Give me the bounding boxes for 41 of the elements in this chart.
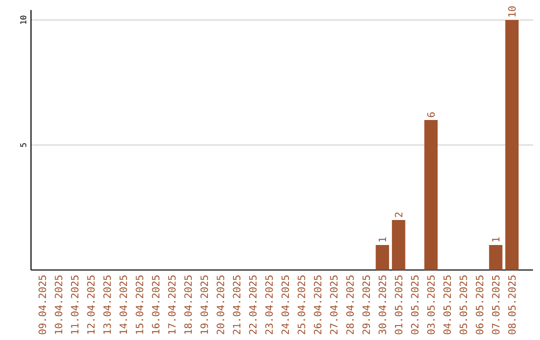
x-tick-label: 02.05.2025 xyxy=(411,276,419,334)
x-tick-label: 20.04.2025 xyxy=(216,276,224,334)
x-tick-label: 29.04.2025 xyxy=(362,276,370,334)
x-tick-label: 19.04.2025 xyxy=(200,276,208,334)
x-tick-label: 28.04.2025 xyxy=(346,276,354,334)
x-tick-label: 08.05.2025 xyxy=(508,276,516,334)
bar xyxy=(505,20,519,270)
x-tick-label: 24.04.2025 xyxy=(281,276,290,334)
x-tick-label: 04.05.2025 xyxy=(443,276,451,334)
data-label: 1 xyxy=(378,237,386,242)
data-label: 6 xyxy=(427,112,435,118)
data-label: 2 xyxy=(394,212,402,218)
x-tick-label: 30.04.2025 xyxy=(378,276,386,334)
bar xyxy=(424,120,438,270)
x-tick-label: 21.04.2025 xyxy=(232,276,240,334)
bar xyxy=(489,245,502,270)
x-tick-label: 26.04.2025 xyxy=(314,276,322,334)
x-tick-label: 15.04.2025 xyxy=(136,276,144,334)
y-tick-label: 5 xyxy=(20,143,26,147)
x-tick-label: 16.04.2025 xyxy=(152,276,160,334)
x-tick-label: 27.04.2025 xyxy=(330,276,338,334)
x-tick-label: 01.05.2025 xyxy=(394,276,402,334)
x-tick-label: 14.04.2025 xyxy=(120,276,128,334)
x-tick-label: 17.04.2025 xyxy=(168,276,176,334)
x-tick-label: 07.05.2025 xyxy=(492,276,500,334)
x-tick-label: 10.04.2025 xyxy=(54,276,62,334)
x-tick-label: 12.04.2025 xyxy=(87,276,95,334)
data-label: 1 xyxy=(492,237,500,242)
x-tick-label: 09.04.2025 xyxy=(38,276,46,334)
x-tick-label: 05.05.2025 xyxy=(460,276,468,334)
x-tick-label: 06.05.2025 xyxy=(476,276,484,334)
x-tick-label: 11.04.2025 xyxy=(70,276,79,334)
data-label: 10 xyxy=(508,6,516,17)
x-tick-label: 22.04.2025 xyxy=(249,276,257,334)
x-tick-label: 25.04.2025 xyxy=(298,276,306,334)
bar xyxy=(376,245,390,270)
x-tick-label: 13.04.2025 xyxy=(103,276,111,334)
x-tick-label: 18.04.2025 xyxy=(184,276,192,334)
x-tick-label: 03.05.2025 xyxy=(427,276,435,334)
x-tick-label: 23.04.2025 xyxy=(265,276,273,334)
bar xyxy=(392,220,406,270)
